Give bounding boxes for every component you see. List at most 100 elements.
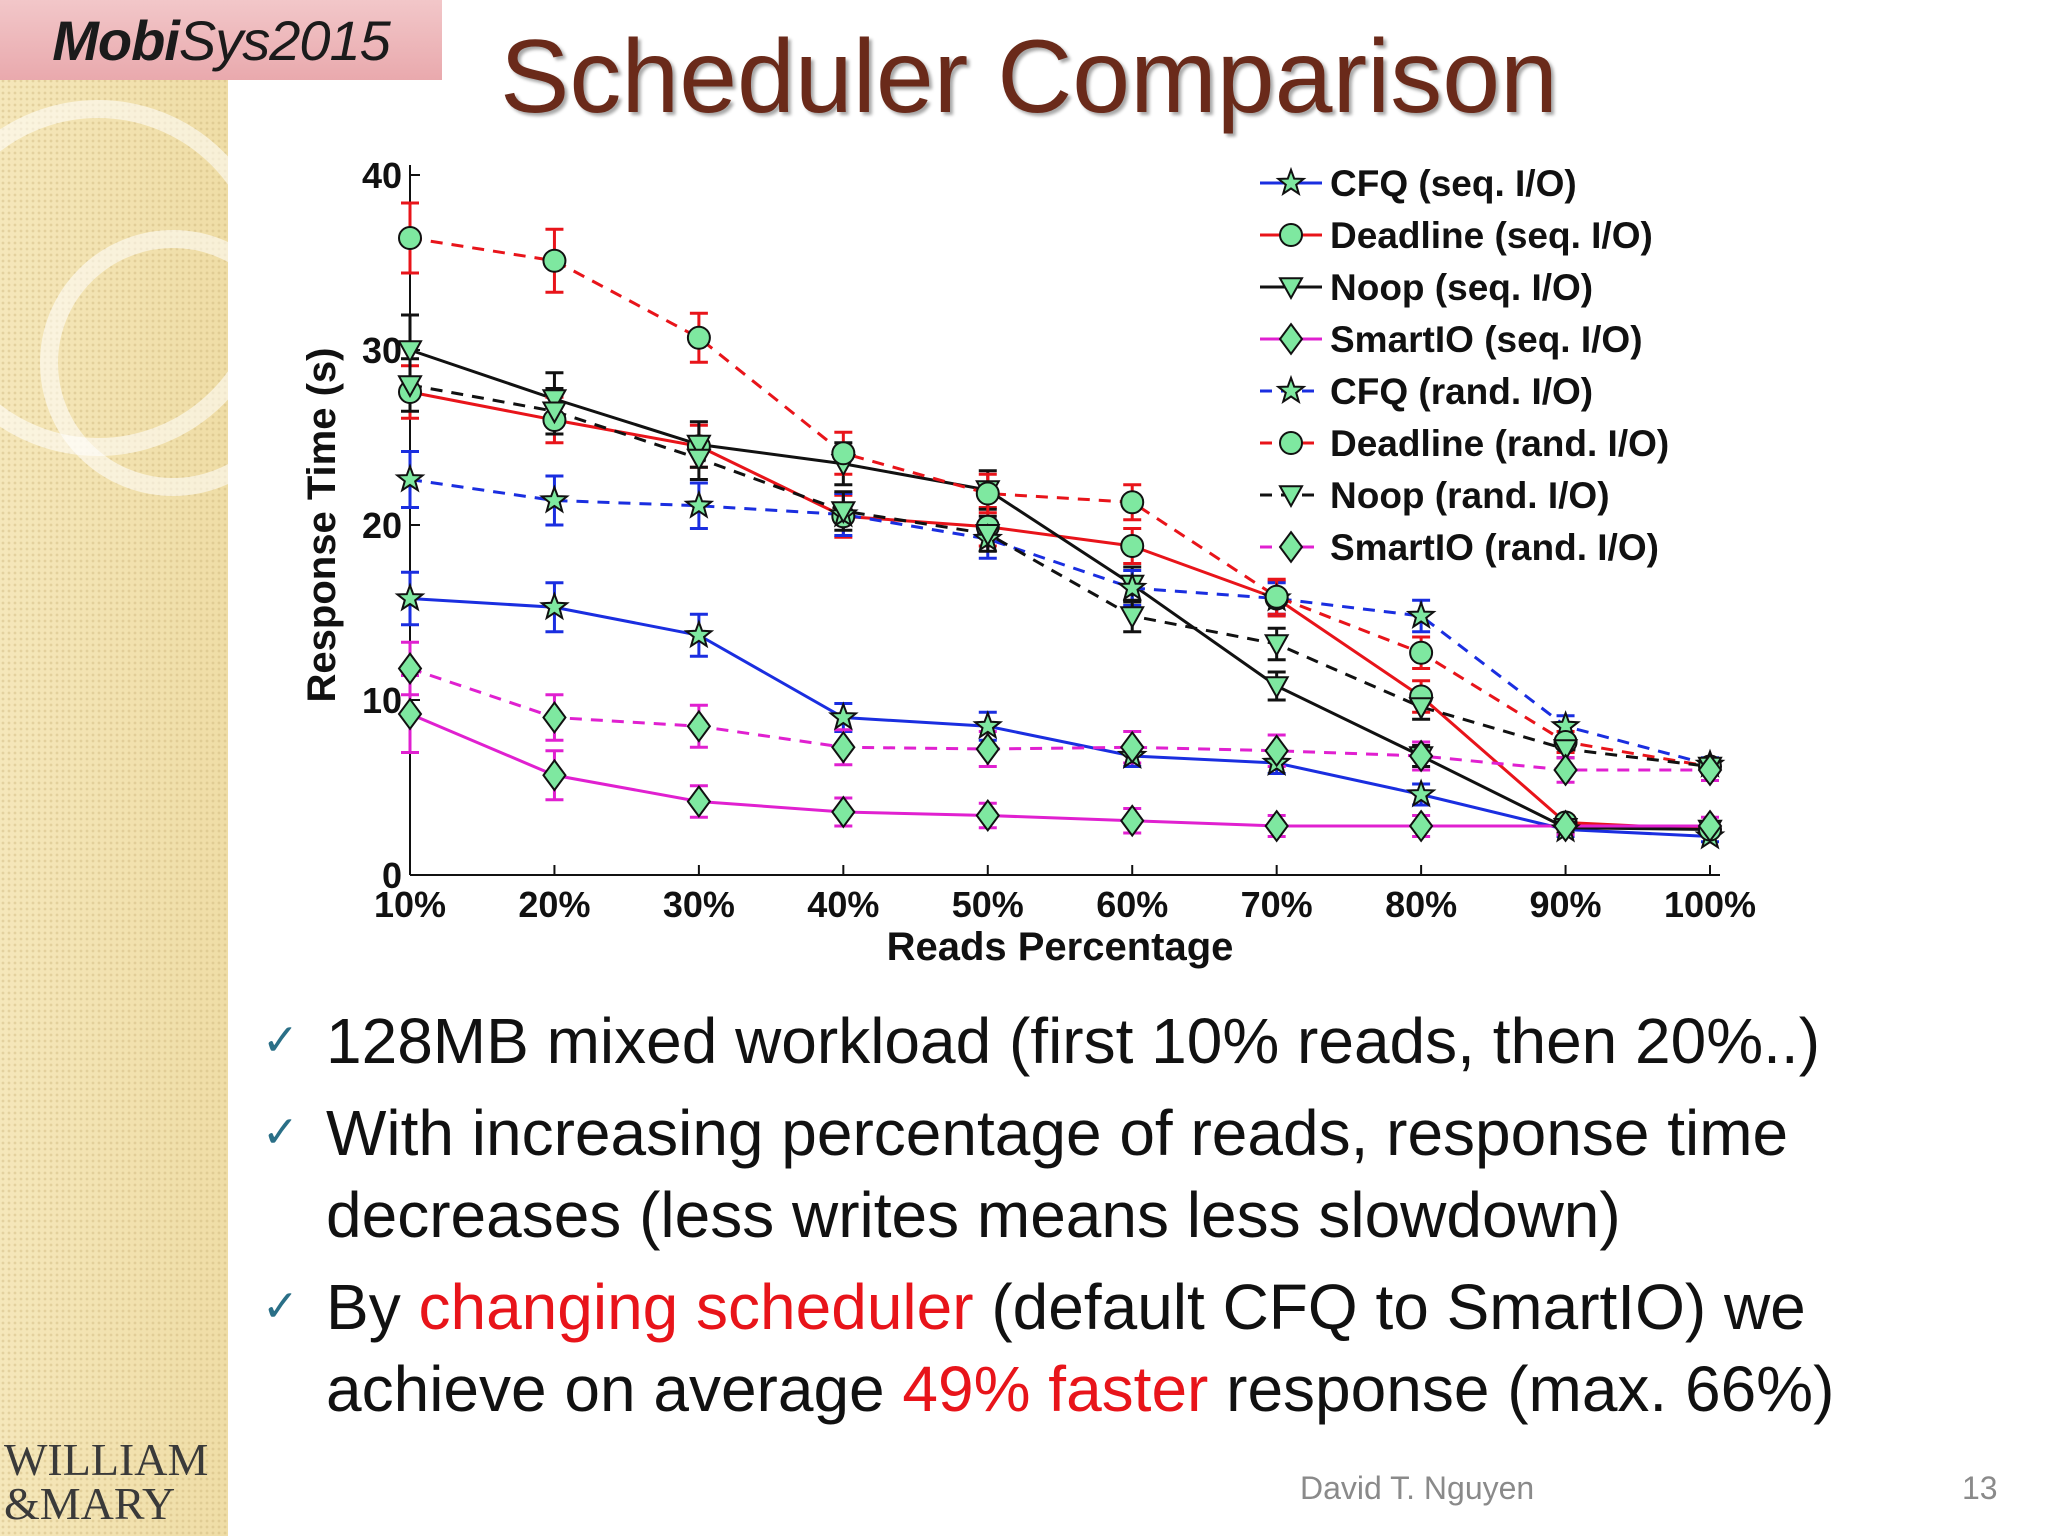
data-point bbox=[975, 481, 1000, 506]
legend-label: CFQ (seq. I/O) bbox=[1330, 163, 1577, 204]
data-point bbox=[539, 591, 570, 621]
data-point bbox=[1119, 606, 1145, 630]
data-point bbox=[683, 489, 715, 519]
bullet-text: (default CFQ to SmartIO) we achieve on a… bbox=[326, 1271, 1806, 1425]
data-point bbox=[1120, 534, 1145, 558]
data-point bbox=[1119, 804, 1145, 838]
legend-label: SmartIO (seq. I/O) bbox=[1330, 319, 1643, 360]
data-point bbox=[1264, 734, 1289, 768]
data-point bbox=[1263, 676, 1290, 700]
data-point bbox=[1409, 640, 1434, 665]
x-tick-label: 50% bbox=[952, 884, 1024, 925]
x-tick-label: 80% bbox=[1385, 884, 1457, 925]
institution-line: WILLIAM bbox=[4, 1434, 209, 1485]
data-point bbox=[1408, 739, 1434, 773]
data-point bbox=[397, 651, 423, 686]
y-tick-label: 0 bbox=[382, 855, 402, 896]
data-point bbox=[397, 375, 423, 399]
legend-label: Noop (rand. I/O) bbox=[1330, 475, 1610, 516]
data-point bbox=[542, 700, 567, 735]
data-point bbox=[397, 340, 423, 364]
data-point bbox=[1405, 599, 1437, 630]
y-tick-label: 30 bbox=[362, 330, 402, 371]
data-point bbox=[1408, 809, 1434, 843]
series-line bbox=[409, 667, 1710, 772]
legend-marker bbox=[1279, 431, 1303, 455]
data-point bbox=[1263, 634, 1290, 658]
x-tick-label: 10% bbox=[374, 884, 446, 925]
legend-label: Deadline (rand. I/O) bbox=[1330, 423, 1669, 464]
x-tick-label: 60% bbox=[1096, 884, 1168, 925]
x-tick-label: 30% bbox=[663, 884, 735, 925]
data-point bbox=[975, 798, 1001, 833]
data-point bbox=[686, 434, 712, 458]
x-tick-label: 20% bbox=[518, 884, 590, 925]
legend-label: CFQ (rand. I/O) bbox=[1330, 371, 1593, 412]
data-point bbox=[831, 795, 856, 829]
data-point bbox=[1408, 697, 1434, 721]
data-point bbox=[541, 401, 568, 425]
data-point bbox=[394, 582, 426, 612]
data-point bbox=[1552, 739, 1579, 763]
data-point bbox=[1119, 730, 1145, 764]
logo-bold-text: Mobi bbox=[52, 8, 180, 72]
data-point bbox=[686, 325, 711, 350]
data-point bbox=[972, 710, 1004, 740]
y-axis-label: Response Time (s) bbox=[300, 348, 344, 703]
chart-container: 0 10 20 30 40 10% 20% 30% 40% 50% 60% 70% 80% 90% 100%… bbox=[280, 145, 1780, 975]
legend-marker bbox=[1275, 166, 1307, 197]
decorative-ring bbox=[40, 230, 306, 496]
bullet-text: By bbox=[326, 1271, 419, 1343]
slide-title: Scheduler Comparison bbox=[500, 19, 1558, 135]
data-point bbox=[542, 758, 567, 792]
y-tick-label: 40 bbox=[362, 155, 402, 196]
bullet-item: ✓ With increasing percentage of reads, r… bbox=[262, 1092, 2022, 1256]
conference-logo: Mobi Sys2015 bbox=[0, 0, 442, 80]
checkmark-icon: ✓ bbox=[262, 1016, 299, 1065]
data-point bbox=[975, 523, 1001, 547]
response-time-chart: 0 10 20 30 40 10% 20% 30% 40% 50% 60% 70% 80% 90% 100%… bbox=[300, 155, 1756, 969]
institution-logo: WILLIAM &MARY bbox=[4, 1434, 224, 1529]
data-point bbox=[1405, 778, 1437, 808]
legend-marker bbox=[1275, 374, 1307, 405]
series-line bbox=[409, 383, 1711, 768]
bullet-highlight: 49% faster bbox=[902, 1353, 1209, 1425]
data-point bbox=[1697, 809, 1723, 843]
y-tick-label: 20 bbox=[362, 505, 402, 546]
data-point bbox=[1553, 809, 1578, 843]
data-point bbox=[830, 501, 857, 525]
data-point bbox=[397, 697, 423, 731]
data-point bbox=[541, 389, 568, 413]
bullet-list: ✓ 128MB mixed workload (first 10% reads,… bbox=[262, 1000, 2022, 1440]
page-number: 13 bbox=[1962, 1470, 1998, 1506]
legend-marker bbox=[1278, 322, 1304, 356]
data-point bbox=[828, 701, 859, 731]
series-line bbox=[409, 348, 1711, 831]
x-tick-label: 70% bbox=[1241, 884, 1313, 925]
series-line bbox=[409, 478, 1711, 767]
footer-author: David T. Nguyen bbox=[1300, 1470, 1535, 1506]
checkmark-icon: ✓ bbox=[262, 1108, 299, 1157]
logo-rest-text: Sys2015 bbox=[178, 8, 391, 72]
data-point bbox=[542, 248, 567, 273]
x-tick-label: 100% bbox=[1664, 884, 1756, 925]
legend-marker bbox=[1278, 277, 1304, 301]
institution-line: &MARY bbox=[4, 1478, 176, 1529]
data-point bbox=[831, 441, 856, 466]
data-point bbox=[398, 226, 422, 250]
bullet-item: ✓ 128MB mixed workload (first 10% reads,… bbox=[262, 1000, 2022, 1082]
legend-marker bbox=[1278, 530, 1304, 564]
data-point bbox=[975, 732, 1001, 766]
data-point bbox=[539, 484, 570, 514]
data-point bbox=[831, 730, 856, 764]
bullet-text: With increasing percentage of reads, res… bbox=[326, 1097, 1789, 1251]
bullet-item: ✓ By changing scheduler (default CFQ to … bbox=[262, 1266, 2022, 1430]
bullet-text: 128MB mixed workload (first 10% reads, t… bbox=[326, 1005, 1820, 1077]
x-tick-label: 40% bbox=[807, 884, 879, 925]
data-point bbox=[1553, 753, 1578, 787]
data-point bbox=[683, 619, 715, 649]
data-point bbox=[394, 463, 426, 493]
x-axis-label: Reads Percentage bbox=[887, 925, 1234, 969]
data-point bbox=[686, 709, 712, 743]
data-point bbox=[1264, 809, 1289, 843]
